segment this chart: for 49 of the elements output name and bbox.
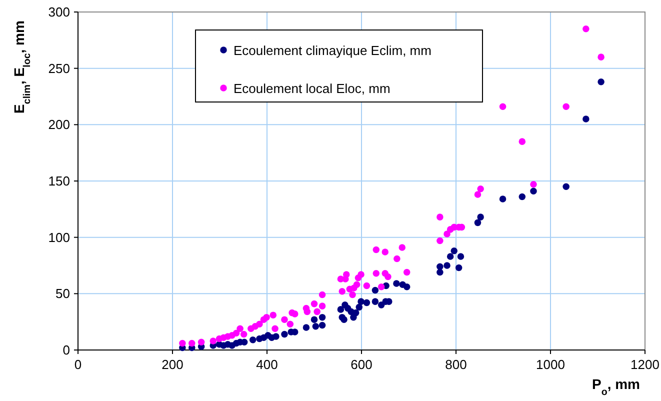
- point: [372, 286, 379, 294]
- point: [477, 214, 484, 220]
- point: [436, 263, 444, 270]
- point: [562, 183, 570, 190]
- point: [310, 316, 318, 323]
- y-tick-label: 0: [62, 342, 70, 358]
- y-tick-label: 250: [48, 60, 70, 76]
- point: [598, 78, 604, 86]
- x-tick-label: 0: [74, 357, 82, 372]
- x-tick-label: 600: [350, 357, 372, 372]
- point: [530, 188, 537, 195]
- point: [372, 298, 379, 305]
- legend-label: Ecoulement local Eloc, mm: [234, 81, 390, 96]
- y-tick-label: 200: [48, 117, 70, 132]
- point: [337, 306, 344, 313]
- x-tick-label: 200: [162, 357, 184, 372]
- x-tick-label: 800: [445, 357, 467, 372]
- point: [455, 264, 462, 272]
- point: [393, 280, 400, 287]
- point: [358, 298, 364, 305]
- point: [272, 333, 280, 340]
- legend-label: Ecoulement climayique Eclim, mm: [234, 43, 432, 58]
- point: [249, 336, 256, 344]
- x-tick-label: 1200: [630, 357, 660, 372]
- point: [457, 253, 464, 260]
- point: [356, 304, 363, 311]
- point: [312, 322, 320, 330]
- y-tick-label: 100: [48, 230, 70, 245]
- point: [582, 116, 590, 122]
- point: [518, 193, 526, 200]
- y-tick-label: 300: [48, 4, 70, 20]
- y-tick-label: 50: [56, 286, 70, 302]
- point: [340, 316, 348, 323]
- point: [436, 268, 444, 276]
- point: [318, 322, 326, 329]
- point: [403, 284, 410, 290]
- point: [302, 324, 310, 331]
- point: [281, 330, 288, 338]
- point: [446, 253, 454, 260]
- point: [499, 196, 506, 202]
- point: [363, 299, 370, 306]
- x-axis-title: P$_{o}$, mm: [592, 376, 640, 398]
- point: [444, 262, 450, 269]
- x-tick-label: 1000: [536, 357, 565, 372]
- x-tick-label: 400: [256, 357, 278, 372]
- point: [318, 314, 326, 321]
- point: [450, 247, 458, 254]
- point: [474, 219, 482, 226]
- y-tick-label: 150: [48, 174, 70, 188]
